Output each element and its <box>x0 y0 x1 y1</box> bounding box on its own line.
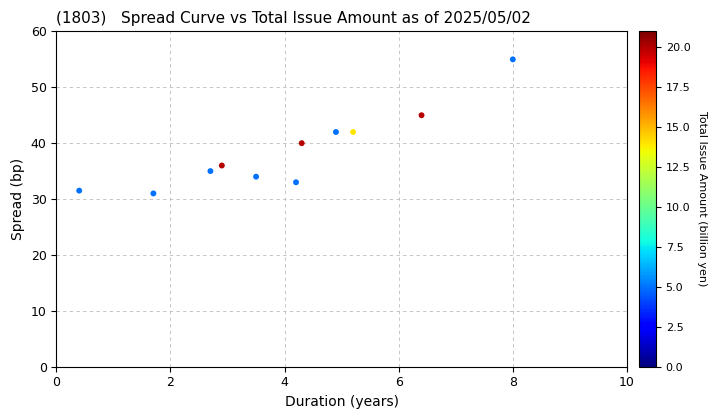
Point <box>73 187 85 194</box>
Point <box>290 179 302 186</box>
Point <box>507 56 518 63</box>
Point <box>415 112 427 118</box>
X-axis label: Duration (years): Duration (years) <box>284 395 399 409</box>
Point <box>204 168 216 174</box>
Point <box>296 140 307 147</box>
Point <box>347 129 359 135</box>
Point <box>148 190 159 197</box>
Point <box>216 162 228 169</box>
Point <box>251 173 262 180</box>
Y-axis label: Spread (bp): Spread (bp) <box>11 158 25 240</box>
Text: (1803)   Spread Curve vs Total Issue Amount as of 2025/05/02: (1803) Spread Curve vs Total Issue Amoun… <box>56 11 531 26</box>
Y-axis label: Total Issue Amount (billion yen): Total Issue Amount (billion yen) <box>697 111 707 287</box>
Point <box>330 129 342 135</box>
